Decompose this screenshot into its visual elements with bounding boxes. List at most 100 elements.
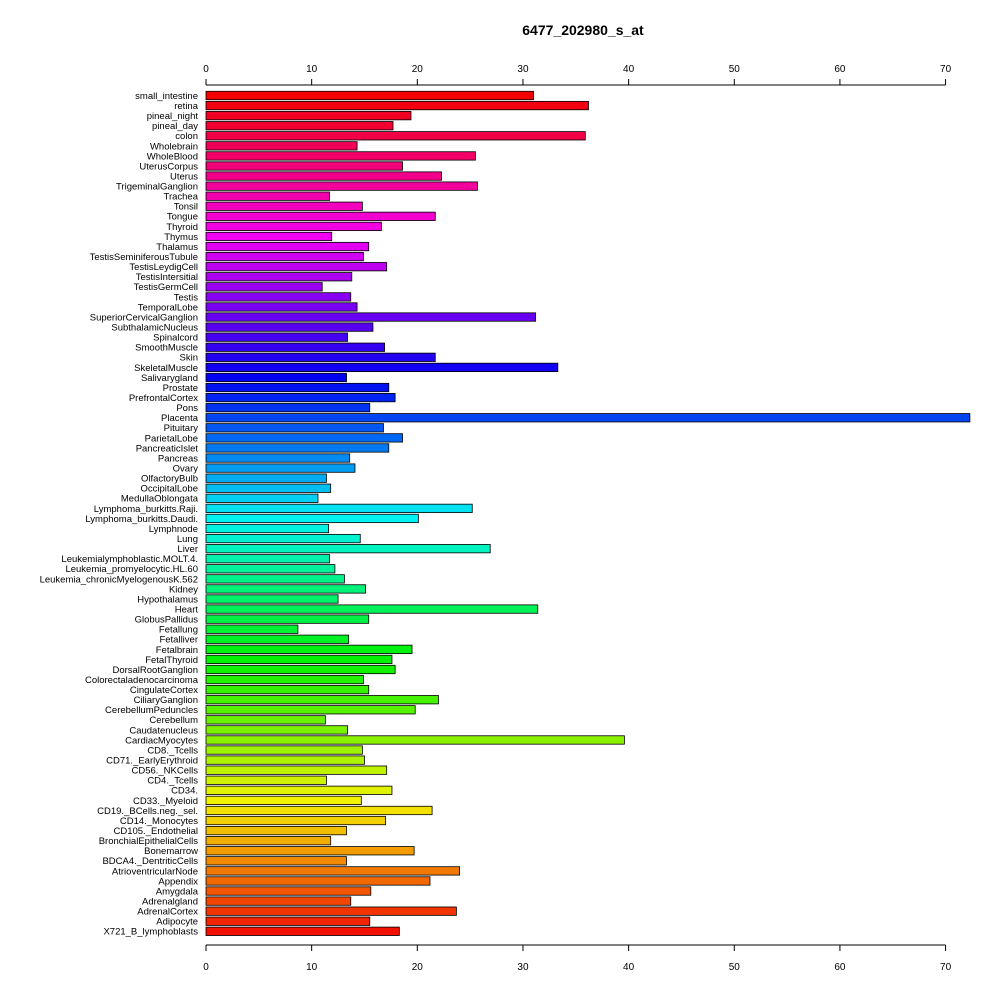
category-label: Lymphoma_burkitts.Raji.	[94, 504, 198, 515]
category-label: Fetalbrain	[156, 645, 198, 656]
category-label: CD71._EarlyErythroid	[106, 756, 198, 767]
bar-fetalliver	[205, 634, 350, 644]
category-label: Ovary	[173, 463, 199, 474]
category-label: Liver	[177, 544, 198, 555]
bar-bdca4-dentriticcells	[205, 856, 347, 866]
bar-retina	[205, 100, 589, 111]
category-label: Lung	[177, 534, 198, 545]
category-label: CD105._Endothelial	[113, 826, 198, 837]
bar-leukemialymphoblastic-molt-4	[205, 554, 331, 564]
category-label: Heart	[175, 604, 199, 615]
bar-lung	[205, 533, 361, 544]
category-label: CD56._NKCells	[131, 766, 198, 777]
x-tick-label: 60	[834, 962, 846, 973]
bar-salivarygland	[205, 372, 347, 383]
bar-tonsil	[205, 201, 363, 211]
category-label: small_intestine	[135, 91, 198, 102]
category-label: Kidney	[169, 584, 198, 595]
bar-thyroid	[205, 221, 382, 232]
category-label: TestisGermCell	[134, 282, 198, 293]
bar-wholebrain	[205, 141, 358, 151]
bar-appendix	[205, 876, 431, 886]
category-label: Adipocyte	[156, 917, 198, 928]
bar-spinalcord	[205, 332, 348, 342]
category-label: X721_B_lymphoblasts	[103, 927, 198, 938]
bars-group	[205, 90, 971, 936]
category-label: Caudatenucleus	[129, 725, 198, 736]
bar-adrenalgland	[205, 896, 352, 906]
category-label: pineal_day	[152, 121, 198, 132]
category-label: UterusCorpus	[139, 161, 198, 172]
bar-colorectaladenocarcinoma	[205, 674, 364, 685]
category-label: CardiacMyocytes	[125, 735, 198, 746]
bar-wholeblood	[205, 151, 476, 161]
category-label: OlfactoryBulb	[141, 474, 198, 485]
bar-liver	[205, 544, 491, 554]
category-label: TrigeminalGanglion	[116, 182, 198, 193]
category-label: Tonsil	[174, 202, 198, 213]
category-label: Thalamus	[156, 242, 198, 253]
bar-prostate	[205, 382, 390, 393]
category-label: CD19._BCells.neg._sel.	[97, 806, 198, 817]
bottom-x-axis: 0 10 20 30 40 50 60 70	[203, 944, 952, 973]
bar-testisleydigcell	[205, 262, 388, 272]
category-label: retina	[174, 101, 198, 112]
bar-pancreaticislet	[205, 443, 390, 453]
x-tick-label: 50	[729, 962, 741, 973]
bar-fetalthyroid	[205, 654, 393, 665]
bar-cerebellumpeduncles	[205, 705, 416, 715]
category-label: CD8._Tcells	[147, 745, 198, 756]
bar-testisgermcell	[205, 282, 323, 292]
category-label: TemporalLobe	[138, 302, 198, 313]
category-label: Amygdala	[156, 886, 199, 897]
bar-lymphnode	[205, 523, 329, 534]
bar-parietallobe	[205, 433, 403, 443]
bar-cd4-tcells	[205, 775, 327, 785]
category-label: OccipitalLobe	[140, 484, 198, 495]
bar-cd105-endothelial	[205, 826, 347, 836]
x-tick-label: 0	[203, 962, 209, 973]
bar-colon	[205, 131, 586, 141]
category-label: SmoothMuscle	[135, 343, 198, 354]
bar-uterus	[205, 171, 443, 181]
category-label: FetalThyroid	[145, 655, 198, 666]
bar-skeletalmuscle	[205, 362, 559, 372]
top-x-axis: 0 10 20 30 40 50 60 70	[203, 64, 952, 86]
category-labels: small_intestineretinapineal_nightpineal_…	[40, 91, 199, 938]
x-tick-label: 0	[203, 64, 209, 75]
category-label: Tongue	[167, 212, 198, 223]
category-label: Fetallung	[159, 625, 198, 636]
bar-dorsalrootganglion	[205, 664, 396, 675]
category-label: Leukemialymphoblastic.MOLT.4.	[61, 554, 198, 565]
bar-pineal-night	[205, 111, 412, 121]
category-label: MedullaOblongata	[121, 494, 199, 505]
bar-heart	[205, 604, 539, 614]
category-label: CiliaryGanglion	[134, 695, 198, 706]
x-tick-label: 40	[623, 962, 635, 973]
category-label: Pancreas	[158, 453, 198, 464]
bar-pituitary	[205, 423, 384, 433]
bar-pancreas	[205, 453, 351, 463]
bar-cd56-nkcells	[205, 765, 388, 775]
category-label: CingulateCortex	[130, 685, 198, 696]
category-label: Thymus	[164, 232, 198, 243]
bar-cd33-myeloid	[205, 795, 362, 806]
x-tick-label: 60	[834, 64, 846, 75]
bar-bronchialepithelialcells	[205, 836, 332, 846]
bar-kidney	[205, 584, 366, 594]
bar-ciliaryganglion	[205, 695, 439, 705]
x-tick-label: 10	[306, 962, 318, 973]
bar-cd71-earlyerythroid	[205, 755, 365, 765]
category-label: AtrioventricularNode	[112, 866, 198, 877]
category-label: Lymphnode	[149, 524, 198, 535]
bar-cd14-monocytes	[205, 815, 387, 826]
category-label: CerebellumPeduncles	[105, 705, 198, 716]
bar-superiorcervicalganglion	[205, 312, 537, 322]
bar-adipocyte	[205, 916, 371, 926]
x-tick-label: 70	[940, 962, 952, 973]
x-tick-label: 10	[306, 64, 318, 75]
bar-amygdala	[205, 886, 372, 896]
bar-atrioventricularnode	[205, 866, 460, 876]
category-label: CD4._Tcells	[147, 776, 198, 787]
